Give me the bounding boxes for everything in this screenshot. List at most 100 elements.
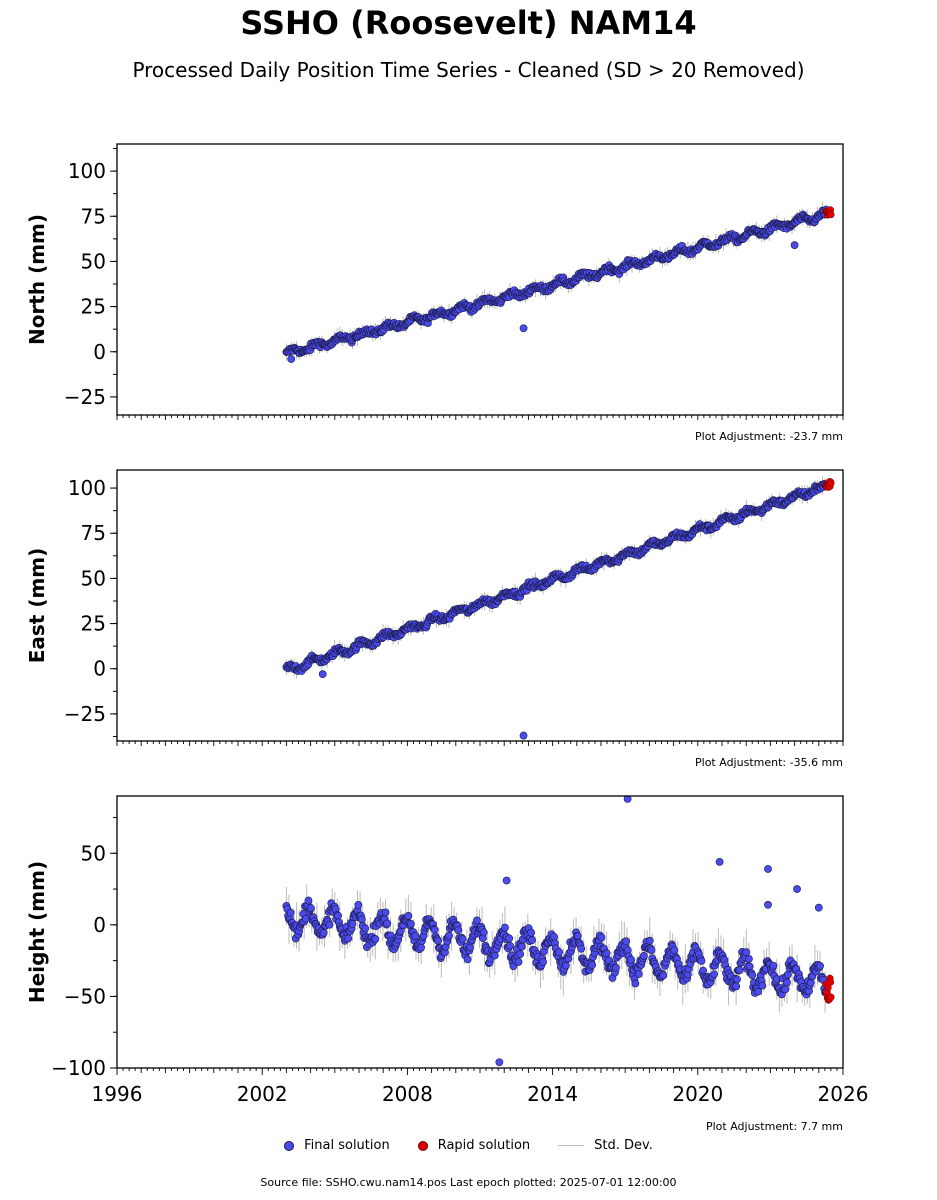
legend-label-std: Std. Dev. [594,1138,653,1153]
final-point [631,979,640,988]
final-point [417,943,425,952]
final-point [430,925,439,934]
final-point [528,936,536,945]
x-tick-label: 2020 [672,1082,723,1106]
final-solution-series [282,205,830,363]
legend-label-final: Final solution [304,1138,390,1153]
plot-adjustment-note: Plot Adjustment: 7.7 mm [706,1120,843,1133]
final-point [816,961,824,970]
final-point [319,928,328,937]
chart-title: SSHO (Roosevelt) NAM14 [240,4,697,42]
final-point [505,934,514,943]
std-dev-line-icon [558,1145,585,1146]
y-tick-label: 0 [93,340,106,364]
final-point [745,962,754,971]
final-point [411,931,420,940]
final-point [733,975,741,984]
final-point [588,961,597,969]
plot-adjustment-note: Plot Adjustment: -23.7 mm [695,430,843,443]
rapid-point [827,210,835,219]
final-point [670,946,679,955]
legend: Final solution Rapid solution Std. Dev. [0,1138,937,1153]
final-point [501,923,509,932]
y-tick-label: 75 [81,521,106,545]
rapid-solution-series [822,974,835,1004]
panel-2: −25 0 25 50 75 100 East (mm) Plot Adjustment: -… [25,469,844,769]
panel-3: 1996 2002 2008 2014 2020 2026 −100 −50 0 50 Height… [25,795,868,1133]
legend-label-rapid: Rapid solution [437,1138,531,1153]
final-point [647,946,656,955]
x-tick-label: 1996 [92,1082,143,1106]
x-tick-label: 2014 [527,1082,578,1106]
final-point [735,966,744,975]
y-axis-label: North (mm) [25,214,49,345]
y-tick-label: 50 [81,249,106,273]
final-point [645,936,654,945]
final-point [454,926,463,935]
legend-item-std: Std. Dev. [558,1138,653,1153]
outlier-point [764,865,772,873]
y-tick-label: 50 [81,841,106,865]
legend-item-final: Final solution [284,1138,390,1153]
final-point [383,919,392,928]
y-tick-label: 0 [93,657,106,681]
y-tick-label: −25 [64,385,106,409]
outlier-point [519,324,528,333]
final-point [479,928,488,937]
rapid-solution-series [822,478,835,491]
y-tick-label: 100 [68,476,106,500]
outlier-point [814,903,823,912]
y-axis-label: East (mm) [25,548,49,664]
plot-area [282,201,835,363]
final-point [334,911,342,920]
final-point [550,932,558,941]
final-point [434,936,442,945]
y-axis-ticks [110,816,117,1069]
y-tick-label: −50 [64,984,106,1008]
time-series-figure: −25 0 25 50 75 100 North (mm) Plot Adjustment: … [25,143,868,1133]
y-tick-label: 75 [81,204,106,228]
final-point [577,944,586,953]
final-point [354,901,363,909]
outlier-point [502,876,511,885]
final-point [611,963,620,972]
y-axis-label: Height (mm) [25,861,49,1003]
final-point [516,950,525,959]
final-point [602,949,611,958]
rapid-solution-series [822,206,835,219]
final-point [748,971,757,980]
y-tick-label: 25 [81,295,106,319]
final-point [758,981,767,990]
x-tick-label: 2026 [818,1082,869,1106]
chart-subtitle: Processed Daily Position Time Series - C… [132,58,805,82]
final-point [286,908,295,917]
final-point [473,916,481,925]
rapid-point [827,479,835,487]
final-point [742,948,751,957]
y-tick-label: 100 [68,159,106,183]
final-solution-series [282,480,830,740]
final-point [445,931,453,940]
x-axis-ticks [116,1068,844,1075]
final-point [783,970,792,979]
final-point [325,920,334,929]
y-axis-ticks [110,148,117,398]
final-point [404,911,413,920]
final-point [514,958,523,966]
outlier-point [519,731,528,740]
rapid-solution-marker-icon [417,1140,428,1151]
plot-area [282,476,835,740]
outlier-point [764,900,772,909]
plot-adjustment-note: Plot Adjustment: -35.6 mm [695,756,843,769]
x-axis-ticks [116,415,844,420]
final-point [659,971,668,980]
final-point [732,982,741,991]
final-point [754,987,763,996]
final-point [622,937,630,946]
y-tick-label: 25 [81,612,106,636]
final-point [710,970,719,979]
final-point [627,955,636,964]
y-tick-label: −25 [64,702,106,726]
final-point [463,955,472,964]
final-point [304,896,313,905]
